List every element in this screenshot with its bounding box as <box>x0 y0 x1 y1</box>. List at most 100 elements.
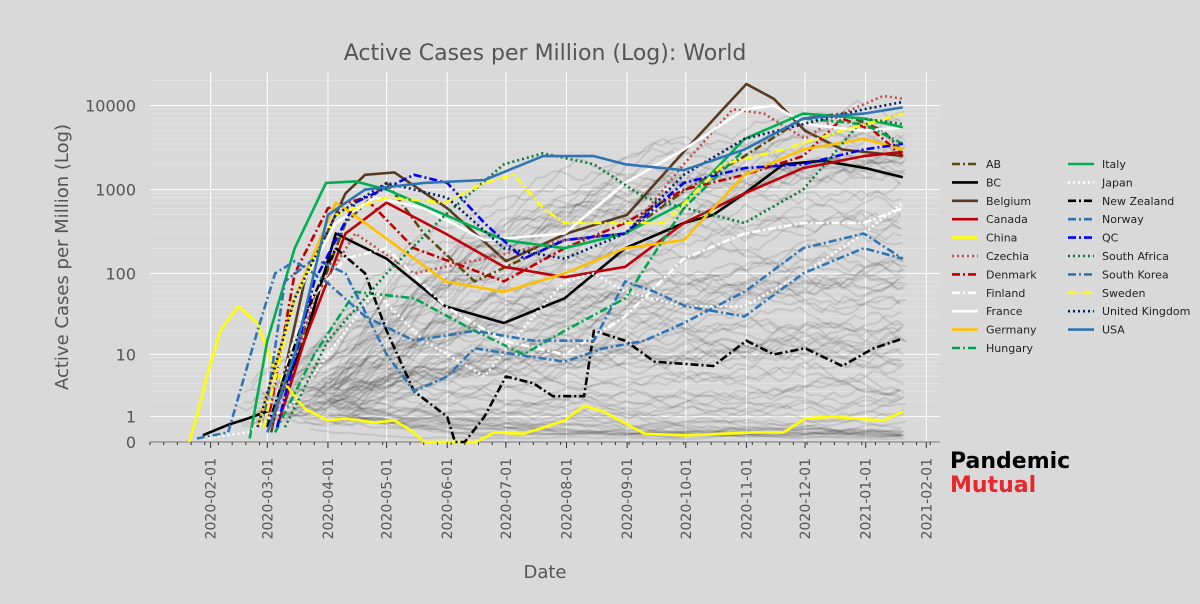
background-country-line <box>296 364 900 405</box>
y-tick-label: 1 <box>126 408 136 427</box>
series-line-new-zealand <box>266 246 904 444</box>
series-line-usa <box>266 106 904 433</box>
background-country-line <box>306 358 902 390</box>
background-country-line <box>243 304 902 404</box>
legend-label: QC <box>1102 232 1119 245</box>
background-country-line <box>344 415 901 437</box>
series-line-south-korea <box>196 246 904 440</box>
legend-label: Finland <box>986 287 1025 300</box>
background-country-line <box>254 401 905 431</box>
legend-label: Italy <box>1102 158 1126 171</box>
background-country-line <box>239 348 905 424</box>
background-country-line <box>273 203 901 389</box>
series-line-hungary <box>273 117 904 433</box>
background-country-line <box>338 260 903 419</box>
y-axis-ticks: 0 1 10 100 1000 10000 <box>85 96 136 452</box>
background-country-line <box>316 383 905 418</box>
background-country-line <box>351 342 900 389</box>
background-country-line <box>292 164 904 376</box>
background-country-line <box>243 388 901 436</box>
legend-label: South Africa <box>1102 250 1169 263</box>
background-country-line <box>282 337 902 396</box>
legend-label: France <box>986 305 1023 318</box>
legend-label: Japan <box>1101 176 1133 189</box>
brand-logo: Pandemic Mutual <box>950 450 1070 498</box>
background-country-line <box>322 213 902 386</box>
background-country-line <box>283 311 902 391</box>
background-country-line <box>329 403 902 436</box>
series-line-china <box>187 304 904 444</box>
background-country-line <box>326 272 907 403</box>
legend-label: Denmark <box>986 268 1037 281</box>
y-tick-label: 10 <box>116 345 136 364</box>
background-country-line <box>267 392 902 438</box>
background-country-line <box>349 319 906 420</box>
x-tick-label: 2020-12-01 <box>798 458 814 539</box>
x-tick-label: 2021-01-01 <box>859 458 875 539</box>
background-country-line <box>258 287 901 419</box>
background-country-line <box>333 270 906 391</box>
legend-label: New Zealand <box>1102 195 1174 208</box>
series-line-united-kingdom <box>256 100 904 428</box>
background-country-line <box>303 420 907 433</box>
background-country-line <box>267 305 903 420</box>
legend-label: Hungary <box>986 342 1033 355</box>
x-tick-label: 2020-08-01 <box>560 458 576 539</box>
background-country-line <box>254 331 905 400</box>
background-country-line <box>280 277 900 422</box>
background-country-line <box>324 396 904 439</box>
background-country-line <box>241 332 908 427</box>
x-tick-label: 2020-04-01 <box>321 458 337 539</box>
background-country-line <box>337 157 902 389</box>
series-line-qc <box>275 142 903 428</box>
x-axis-ticks: 2020-02-01 2020-03-01 2020-04-01 2020-05-01… <box>149 442 935 539</box>
background-country-line <box>333 274 906 424</box>
background-country-line <box>312 361 900 407</box>
legend-label: South Korea <box>1102 268 1169 281</box>
y-tick-label: 1000 <box>95 181 136 200</box>
background-country-line <box>314 335 902 396</box>
x-tick-label: 2020-09-01 <box>620 458 636 539</box>
legend-label: Canada <box>986 213 1028 226</box>
legend: AB BC Belgium Canada China Czechia Denmark Finl… <box>952 158 1190 355</box>
legend-label: Czechia <box>986 250 1029 263</box>
background-country-line <box>334 147 907 398</box>
background-country-line <box>337 189 902 417</box>
background-country-line <box>333 398 905 438</box>
x-tick-label: 2020-10-01 <box>679 458 695 539</box>
background-country-line <box>313 326 901 396</box>
series-line-germany <box>256 137 904 428</box>
background-country-line <box>286 133 906 418</box>
background-country-line <box>328 212 900 393</box>
background-country-line <box>253 399 904 440</box>
background-country-line <box>261 274 905 395</box>
x-tick-label: 2020-07-01 <box>499 458 515 539</box>
series-line-sweden <box>262 112 904 428</box>
series-line-japan <box>202 201 904 440</box>
background-country-line <box>284 417 903 439</box>
legend-label: USA <box>1102 324 1125 337</box>
background-country-line <box>352 416 901 439</box>
background-country-line <box>285 400 905 431</box>
legend-label: AB <box>986 158 1001 171</box>
background-country-line <box>328 182 902 385</box>
background-country-line <box>299 411 903 438</box>
background-country-line <box>280 275 901 391</box>
x-tick-label: 2020-05-01 <box>380 458 396 539</box>
brand-line-mutual: Mutual <box>950 473 1037 498</box>
background-country-line <box>315 346 903 394</box>
legend-label: BC <box>986 176 1001 189</box>
background-country-line <box>271 131 907 393</box>
background-country-line <box>318 321 907 409</box>
y-tick-label: 0 <box>126 433 136 452</box>
x-tick-label: 2020-11-01 <box>739 458 755 539</box>
background-country-line <box>308 388 904 433</box>
background-country-line <box>261 262 904 414</box>
background-country-line <box>297 355 901 396</box>
legend-label: Sweden <box>1102 287 1145 300</box>
background-country-line <box>330 397 902 430</box>
brand-line-pandemic: Pandemic <box>950 449 1071 474</box>
x-tick-label: 2020-06-01 <box>440 458 456 539</box>
background-country-line <box>281 376 900 419</box>
series-line-czechia <box>269 94 903 428</box>
